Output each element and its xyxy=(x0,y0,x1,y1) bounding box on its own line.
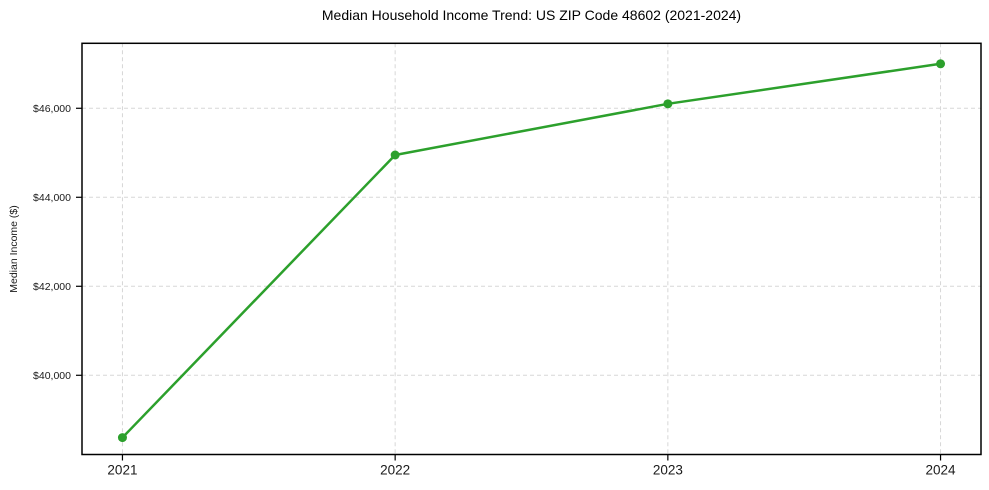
plot-border xyxy=(81,42,982,456)
data-point-marker xyxy=(936,59,946,69)
x-tick-label: 2024 xyxy=(926,463,957,478)
chart-title: Median Household Income Trend: US ZIP Co… xyxy=(321,7,742,23)
data-point-marker xyxy=(663,99,673,109)
x-tick-label: 2023 xyxy=(653,463,683,478)
y-tick-label: $46,000 xyxy=(33,103,71,115)
data-point-marker xyxy=(117,433,127,443)
x-tick-label: 2021 xyxy=(107,463,137,478)
data-point-marker xyxy=(390,150,400,160)
y-tick-label: $42,000 xyxy=(33,281,71,293)
y-tick-label: $44,000 xyxy=(33,192,71,204)
y-tick-label: $40,000 xyxy=(33,370,71,382)
trend-line xyxy=(121,62,942,439)
x-tick-label: 2022 xyxy=(380,463,410,478)
